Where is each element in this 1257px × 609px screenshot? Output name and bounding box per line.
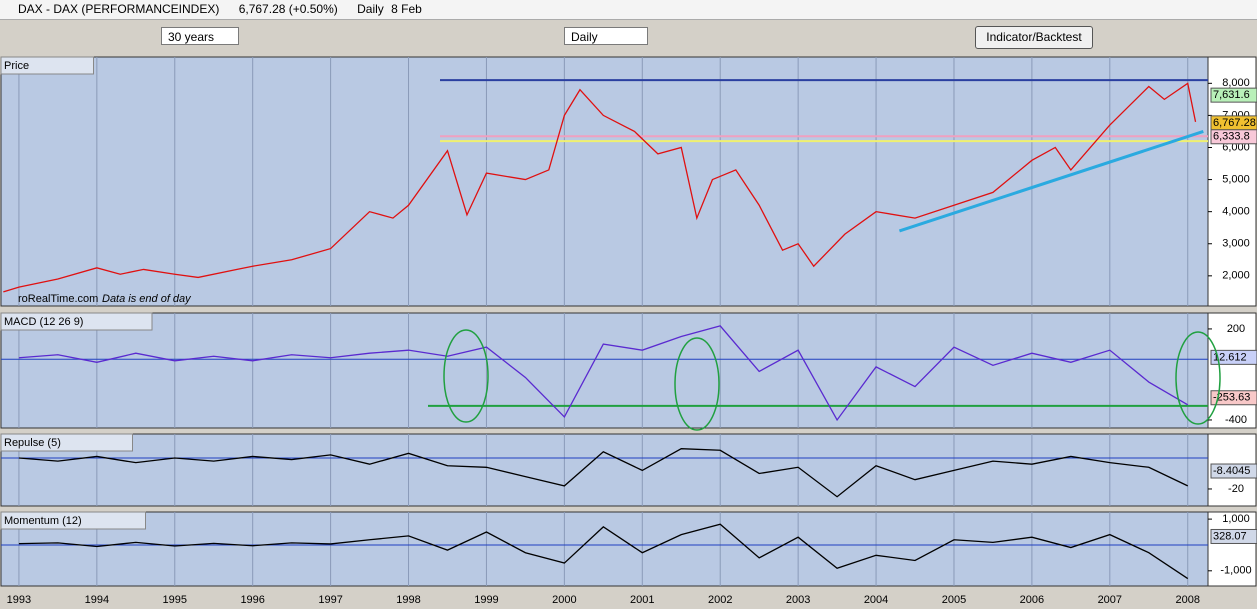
panel <box>0 56 1209 307</box>
series-line <box>18 325 1189 422</box>
panel-title: Price <box>4 60 29 72</box>
watermark: roRealTime.com <box>18 293 98 305</box>
panel-header <box>0 56 94 75</box>
last-value-label: 12.612 <box>1213 351 1247 363</box>
y-tick-label: -400 <box>1225 414 1247 426</box>
y-tick-label: 3,000 <box>1222 238 1250 250</box>
last-price: 6,767.28 (+0.50%) <box>238 2 338 16</box>
last-value-label: 7,631.6 <box>1213 89 1250 101</box>
last-value-label: -253.63 <box>1213 392 1250 404</box>
series-line <box>18 523 1189 580</box>
y-tick-label: 5,000 <box>1222 173 1250 185</box>
last-value-label: 6,767.28 <box>1213 117 1256 129</box>
last-value-box <box>1210 528 1257 544</box>
x-tick-label: 2003 <box>786 594 810 606</box>
indicator-button[interactable]: Indicator/Backtest <box>975 26 1093 49</box>
panel-header <box>0 433 133 452</box>
last-value-box <box>1210 390 1257 406</box>
instrument: DAX - DAX (PERFORMANCEINDEX) <box>18 2 220 16</box>
x-tick-label: 2008 <box>1175 594 1199 606</box>
panel <box>0 312 1209 429</box>
period-select[interactable]: Daily <box>564 27 648 45</box>
date: 8 Feb <box>391 2 422 16</box>
panel-header <box>0 511 146 530</box>
panel-title: Repulse (5) <box>4 437 61 449</box>
last-value-box <box>1210 463 1257 479</box>
x-tick-label: 2002 <box>708 594 732 606</box>
interval: Daily <box>357 2 384 16</box>
x-tick-label: 1998 <box>396 594 420 606</box>
x-tick-label: 2006 <box>1020 594 1044 606</box>
range-select[interactable]: 30 years <box>161 27 239 45</box>
trend-line <box>898 130 1204 233</box>
y-tick-label: 8,000 <box>1222 77 1250 89</box>
last-value-box <box>1210 129 1257 145</box>
y-tick-label: 2,000 <box>1222 270 1250 282</box>
x-tick-label: 2005 <box>942 594 966 606</box>
data-note: Data is end of day <box>102 293 192 305</box>
panel <box>0 433 1209 507</box>
x-tick-label: 2000 <box>552 594 576 606</box>
highlight-ellipse <box>443 329 489 423</box>
y-tick-label: 200 <box>1227 323 1245 335</box>
panel-title: MACD (12 26 9) <box>4 316 83 328</box>
highlight-ellipse <box>674 337 720 431</box>
x-tick-label: 1993 <box>7 594 31 606</box>
x-tick-label: 1997 <box>318 594 342 606</box>
axis-panel <box>1207 511 1257 587</box>
last-value-label: -8.4045 <box>1213 465 1250 477</box>
axis-panel <box>1207 312 1257 429</box>
last-value-label: 328.07 <box>1213 530 1247 542</box>
x-tick-label: 1994 <box>85 594 109 606</box>
x-tick-label: 2007 <box>1098 594 1122 606</box>
last-value-label: 6,333.8 <box>1213 131 1250 143</box>
y-tick-label: 6,000 <box>1222 141 1250 153</box>
panel-title: Momentum (12) <box>4 515 82 527</box>
panel-header <box>0 312 153 331</box>
y-tick-label: 4,000 <box>1222 206 1250 218</box>
y-tick-label: 1,000 <box>1222 513 1250 525</box>
title-bar: DAX - DAX (PERFORMANCEINDEX) 6,767.28 (+… <box>0 0 1257 20</box>
x-tick-label: 1999 <box>474 594 498 606</box>
last-value-box <box>1210 349 1257 365</box>
series-line <box>3 82 1197 293</box>
x-tick-label: 2004 <box>864 594 888 606</box>
last-value-box <box>1210 87 1257 103</box>
y-tick-label: -20 <box>1228 483 1244 495</box>
highlight-ellipse <box>1175 331 1221 425</box>
panel <box>0 511 1209 587</box>
x-tick-label: 1996 <box>240 594 264 606</box>
series-line <box>18 448 1189 498</box>
y-tick-label: -1,000 <box>1220 565 1251 577</box>
x-tick-label: 2001 <box>630 594 654 606</box>
x-tick-label: 1995 <box>163 594 187 606</box>
